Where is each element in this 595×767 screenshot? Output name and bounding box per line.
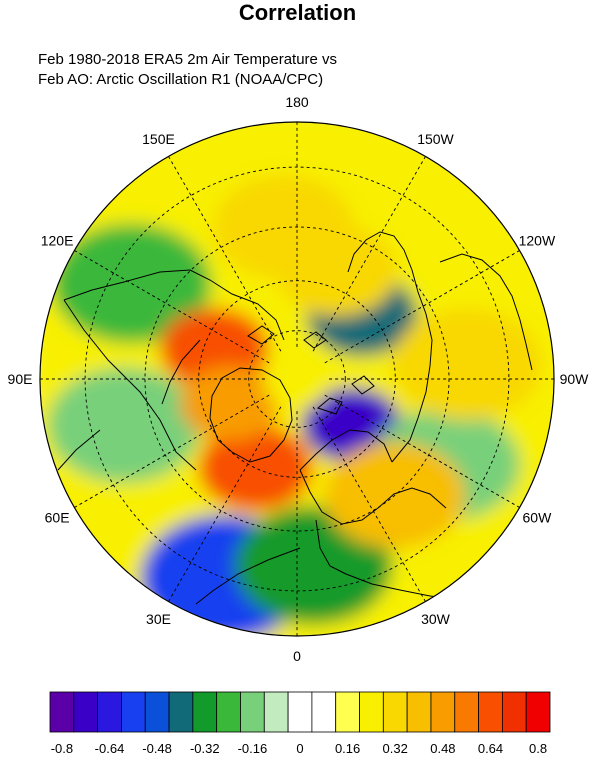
longitude-label: 150E	[142, 131, 175, 147]
colorbar-tick-label: -0.48	[142, 741, 172, 756]
meridian-line	[74, 394, 270, 508]
longitude-label: 150W	[417, 131, 454, 147]
field-region-bering-positive	[275, 224, 399, 317]
coastline-europe	[299, 429, 497, 601]
coastline-greenland	[209, 367, 293, 463]
colorbar-box	[335, 691, 360, 733]
colorbar-box	[311, 691, 337, 733]
field-region-eurasia-arctic-positive	[180, 366, 280, 441]
colorbar-box	[121, 691, 146, 733]
meridian-line	[324, 250, 520, 364]
map-boundary	[39, 121, 555, 637]
colorbar-box	[240, 691, 265, 733]
colorbar-tick-label: 0.32	[383, 741, 408, 756]
longitude-label: 30E	[146, 611, 171, 627]
plot-subtitle-line2: Feb AO: Arctic Oscillation R1 (NOAA/CPC)	[38, 71, 324, 88]
colorbar-box	[49, 691, 75, 733]
meridian-line	[324, 394, 520, 508]
latitude-circle	[144, 226, 450, 532]
latitude-circle	[248, 330, 346, 428]
colorbar-box	[287, 691, 313, 733]
colorbar-box	[430, 691, 456, 733]
colorbar-tick-label: 0.8	[529, 741, 547, 756]
map-disk	[40, 122, 554, 636]
correlation-field	[40, 122, 554, 636]
colorbar-tick-label: 0.64	[478, 741, 503, 756]
colorbar-tick-label: -0.8	[51, 741, 73, 756]
plot-subtitle-line1: Feb 1980-2018 ERA5 2m Air Temperature vs	[38, 51, 338, 68]
longitude-label: 60E	[45, 510, 70, 526]
longitude-label: 60W	[523, 510, 553, 526]
colorbar-box	[216, 691, 241, 733]
colorbar-box	[359, 691, 384, 733]
meridian-line	[312, 156, 426, 352]
colorbar-tick-label: -0.64	[95, 741, 125, 756]
plot-title: Correlation	[238, 0, 357, 25]
meridian-line	[312, 406, 426, 602]
longitude-label: 180	[285, 94, 309, 110]
colorbar-box	[263, 691, 289, 733]
field-region-north-america-positive	[392, 307, 543, 421]
coastline-arctic-islands	[247, 325, 375, 415]
colorbar-tick-label: 0	[296, 741, 303, 756]
colorbar-box	[192, 691, 218, 733]
colorbar-tick-label: -0.16	[238, 741, 268, 756]
colorbar-box	[168, 691, 194, 733]
longitude-labels: 180 150E 120E 90E 60E 30E 0 30W 60W 90W 120W 150W	[8, 94, 590, 664]
longitude-label: 90E	[8, 371, 33, 387]
longitude-label: 0	[293, 648, 301, 664]
meridian-line	[168, 156, 282, 352]
longitude-label: 120W	[519, 233, 556, 249]
field-region-northern-europe-positive	[198, 425, 313, 511]
colorbar: -0.8 -0.64 -0.48 -0.32 -0.16 0 0.16 0.32 0.48 0.6…	[49, 691, 551, 756]
colorbar-box	[73, 691, 99, 733]
field-region-central-asia-negative	[47, 367, 201, 483]
longitude-label: 90W	[560, 371, 590, 387]
colorbar-box	[501, 691, 527, 733]
colorbar-tick-label: 0.48	[430, 741, 455, 756]
meridian-line	[74, 250, 270, 364]
colorbar-box	[382, 691, 408, 733]
colorbar-box	[406, 691, 432, 733]
field-region-polar-positive	[265, 361, 329, 410]
colorbar-box	[144, 691, 170, 733]
colorbar-tick-label: -0.32	[190, 741, 220, 756]
longitude-label: 120E	[41, 233, 74, 249]
colorbar-box	[97, 691, 122, 733]
colorbar-tick-label: 0.16	[335, 741, 360, 756]
latitude-circle	[84, 166, 510, 592]
colorbar-box	[454, 691, 479, 733]
meridian-line	[168, 406, 282, 602]
longitude-label: 30W	[421, 611, 451, 627]
colorbar-box	[525, 691, 551, 733]
graticule	[40, 122, 554, 636]
colorbar-box	[478, 691, 503, 733]
coastline-north-america	[57, 269, 301, 605]
